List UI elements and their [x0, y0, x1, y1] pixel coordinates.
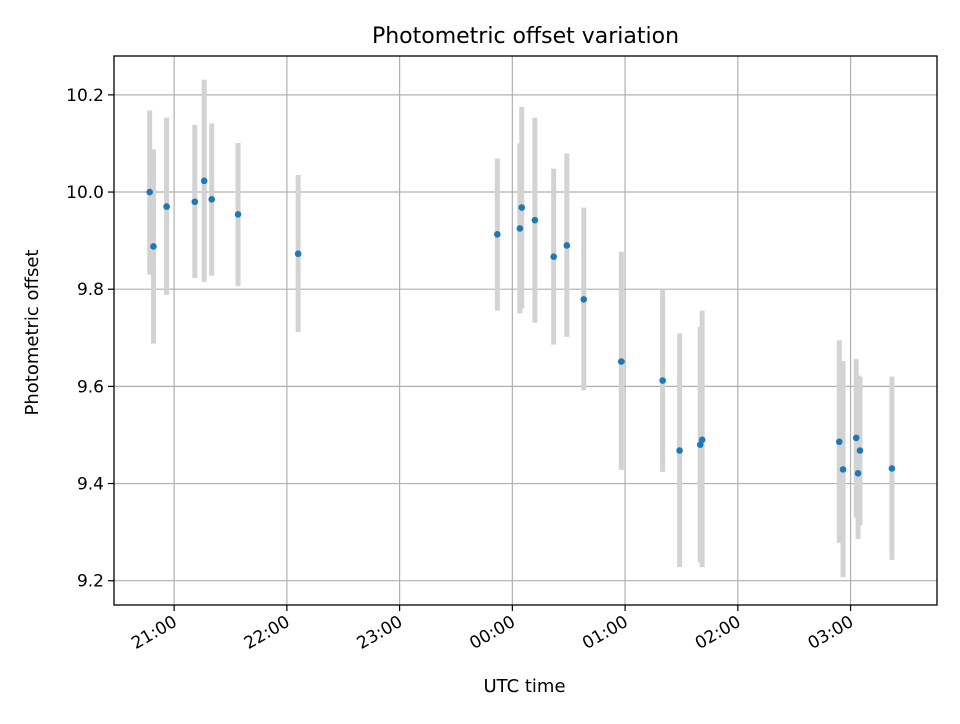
data-point	[852, 434, 860, 442]
data-point	[208, 196, 216, 203]
data-point	[856, 447, 864, 454]
data-point	[618, 358, 625, 365]
data-point	[839, 466, 847, 473]
data-point	[580, 296, 588, 303]
data-point	[294, 250, 302, 258]
data-point	[888, 465, 896, 472]
y-tick-label: 9.2	[77, 572, 104, 592]
data-point	[163, 203, 170, 210]
data-point	[191, 198, 199, 206]
data-point	[200, 177, 208, 185]
data-point	[563, 242, 571, 249]
data-point	[150, 243, 157, 250]
grid-lines	[114, 56, 937, 605]
plot-frame	[113, 55, 938, 606]
x-axis-label: UTC time	[483, 676, 565, 697]
data-point	[518, 204, 526, 211]
data-point	[854, 470, 862, 477]
data-point	[835, 438, 843, 446]
y-tick-label: 9.8	[77, 280, 104, 300]
data-point	[516, 225, 524, 232]
data-point	[698, 436, 706, 444]
data-point	[234, 211, 242, 218]
y-tick-label: 10.2	[66, 86, 104, 106]
data-point	[531, 216, 539, 224]
y-axis-label: Photometric offset	[22, 250, 43, 416]
y-tick-label: 10.0	[66, 183, 104, 203]
data-point	[494, 231, 501, 238]
data-point	[659, 377, 666, 384]
data-point	[550, 253, 557, 260]
data-point	[146, 188, 154, 196]
data-point	[676, 447, 683, 454]
y-tick-label: 9.4	[77, 475, 104, 495]
chart-title: Photometric offset variation	[372, 24, 679, 49]
data-points	[146, 177, 896, 477]
y-tick-label: 9.6	[77, 377, 104, 397]
